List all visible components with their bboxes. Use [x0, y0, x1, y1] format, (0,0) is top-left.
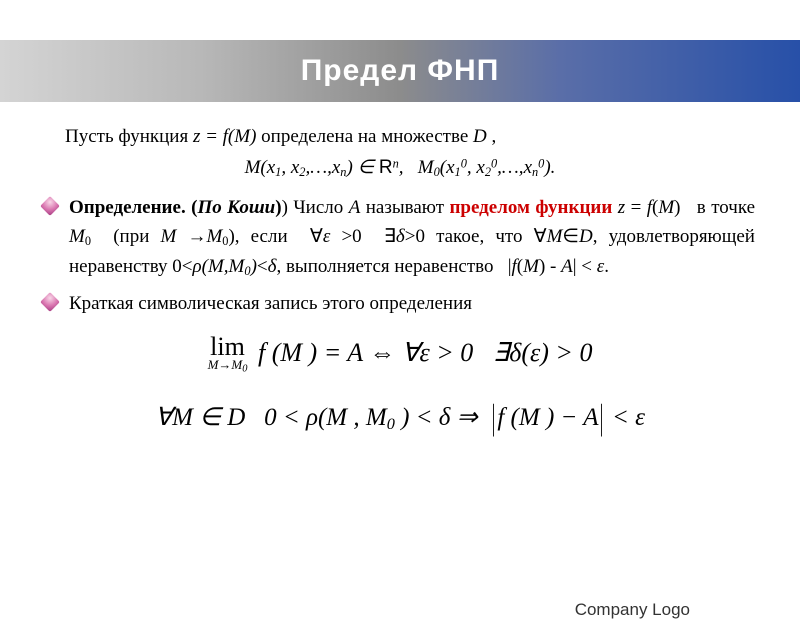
text: ) Число [282, 197, 349, 218]
text: определена на множестве [256, 126, 473, 147]
definition-block: Определение. (По Коши)) Число A называют… [45, 193, 755, 281]
cauchy: По Коши [197, 197, 275, 218]
formula-1: lim M→M0 f (M ) = A ⇔ ∀ε > 0 ∃δ(ε) > 0 [45, 333, 755, 376]
A: A [349, 197, 361, 218]
text: , [487, 126, 497, 147]
func: z = f(M) [193, 126, 256, 147]
title-bar: Предел ФНП [0, 40, 800, 102]
text: Пусть функция [65, 126, 193, 147]
intro-line-1: Пусть функция z = f(M) определена на мно… [45, 122, 755, 151]
formula-2: ∀M ∈ D 0 < ρ(M , M0 ) < δ ⇒ |f (M ) − A|… [45, 399, 755, 438]
short-record-block: Краткая символическая запись этого опред… [45, 289, 755, 318]
text: называют [360, 197, 449, 218]
short-text: Краткая символическая запись этого опред… [69, 293, 472, 314]
content: Пусть функция z = f(M) определена на мно… [0, 102, 800, 438]
intro-line-2: M(x1, x2,…,xn) ∈ Rn, M0(x10, x20,…,xn0). [45, 153, 755, 182]
company-logo: Company Logo [575, 600, 690, 620]
def-label: Определение. ( [69, 197, 197, 218]
set-D: D [473, 126, 487, 147]
red-term: пределом функции [449, 197, 612, 218]
page-title: Предел ФНП [301, 54, 500, 88]
